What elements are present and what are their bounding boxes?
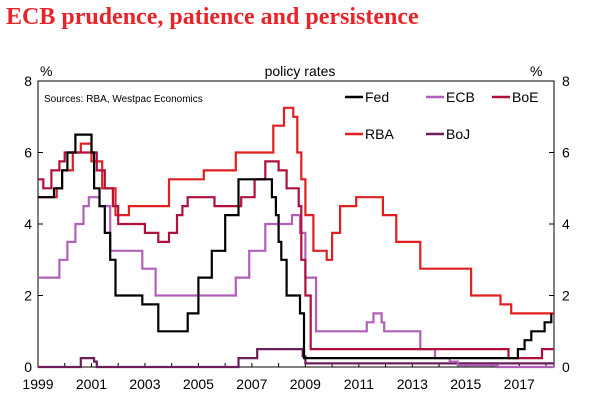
legend-label-fed: Fed xyxy=(365,89,389,105)
chart-source: Sources: RBA, Westpac Economics xyxy=(44,94,203,105)
x-tick-label: 2015 xyxy=(450,376,481,392)
legend: Fed ECB BoE RBA BoJ xyxy=(345,89,538,142)
y-tick-label-left: 8 xyxy=(24,73,32,89)
x-tick-label: 2011 xyxy=(344,376,374,392)
y-tick-label-right: 2 xyxy=(562,288,570,304)
x-tick-label: 2005 xyxy=(183,376,214,392)
x-tick-label: 2017 xyxy=(504,376,535,392)
x-tick-label: 2003 xyxy=(129,376,160,392)
series-line-fed xyxy=(38,133,553,360)
y-axis-unit-right: % xyxy=(530,63,542,79)
plot-frame xyxy=(37,80,555,368)
page-title: ECB prudence, patience and persistence xyxy=(6,4,419,30)
y-tick-label-left: 6 xyxy=(24,145,32,161)
x-tick-label: 2001 xyxy=(76,376,107,392)
y-tick-label-right: 8 xyxy=(562,73,570,89)
legend-label-rba: RBA xyxy=(365,126,394,142)
series-layer xyxy=(38,106,554,369)
chart-title: policy rates xyxy=(265,63,336,79)
series-line-boe xyxy=(38,151,554,360)
y-tick-label-right: 6 xyxy=(562,145,570,161)
x-tick-label: 2013 xyxy=(397,376,428,392)
x-tick-label: 2009 xyxy=(290,376,321,392)
legend-label-boe: BoE xyxy=(512,89,538,105)
y-axis-unit-left: % xyxy=(40,63,52,79)
y-tick-label-right: 0 xyxy=(562,359,570,375)
x-tick-label: 2007 xyxy=(236,376,267,392)
x-tick-label: 1999 xyxy=(22,376,53,392)
legend-label-ecb: ECB xyxy=(446,89,475,105)
y-tick-label-right: 4 xyxy=(562,216,570,232)
y-tick-label-left: 0 xyxy=(24,359,32,375)
axes: 0 0 2 2 4 4 6 6 8 8 1999 2001 2003 2005 2007 2009 2011 20… xyxy=(22,73,570,392)
legend-label-boj: BoJ xyxy=(446,126,470,142)
y-tick-label-left: 4 xyxy=(24,216,32,232)
y-tick-label-left: 2 xyxy=(24,288,32,304)
